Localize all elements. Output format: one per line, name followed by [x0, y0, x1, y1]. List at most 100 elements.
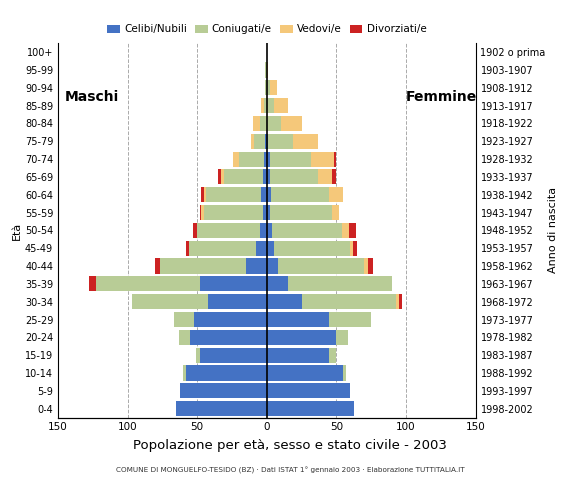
Bar: [267, 80, 270, 96]
Bar: [224, 169, 263, 184]
Bar: [239, 152, 264, 167]
Bar: [252, 134, 254, 149]
Legend: Celibi/Nubili, Coniugati/e, Vedovi/e, Divorziati/e: Celibi/Nubili, Coniugati/e, Vedovi/e, Di…: [103, 20, 430, 39]
Bar: [263, 169, 267, 184]
Bar: [200, 348, 267, 363]
Bar: [264, 98, 267, 113]
Bar: [278, 258, 364, 274]
Bar: [204, 205, 263, 220]
Bar: [201, 205, 204, 220]
Bar: [96, 276, 200, 291]
Bar: [189, 240, 256, 256]
Bar: [221, 169, 224, 184]
Bar: [329, 312, 371, 327]
Bar: [267, 98, 274, 113]
Bar: [253, 116, 260, 131]
Bar: [200, 276, 267, 291]
Bar: [186, 365, 267, 381]
Bar: [267, 205, 270, 220]
Bar: [274, 240, 350, 256]
Bar: [267, 294, 302, 309]
Bar: [281, 116, 302, 131]
Bar: [183, 365, 186, 381]
Bar: [266, 134, 267, 149]
Bar: [267, 383, 350, 398]
Bar: [318, 169, 332, 184]
Bar: [267, 330, 336, 345]
Bar: [190, 330, 267, 345]
Bar: [196, 348, 200, 363]
Bar: [261, 187, 267, 203]
Bar: [329, 348, 336, 363]
Bar: [160, 258, 246, 274]
Bar: [349, 223, 356, 238]
Bar: [342, 223, 349, 238]
Bar: [89, 276, 96, 291]
Bar: [267, 62, 268, 78]
Bar: [197, 223, 260, 238]
Bar: [194, 312, 267, 327]
Bar: [267, 169, 270, 184]
Bar: [267, 240, 274, 256]
Bar: [274, 98, 288, 113]
Bar: [364, 258, 368, 274]
Bar: [246, 258, 267, 274]
Bar: [193, 223, 197, 238]
Bar: [204, 187, 205, 203]
Text: Popolazione per età, sesso e stato civile - 2003: Popolazione per età, sesso e stato civil…: [133, 439, 447, 452]
Bar: [267, 312, 329, 327]
Bar: [267, 401, 354, 416]
Bar: [270, 205, 332, 220]
Text: Femmine: Femmine: [406, 90, 477, 104]
Text: COMUNE DI MONGUELFO-TESIDO (BZ) · Dati ISTAT 1° gennaio 2003 · Elaborazione TUTT: COMUNE DI MONGUELFO-TESIDO (BZ) · Dati I…: [115, 467, 465, 474]
Bar: [201, 187, 204, 203]
Bar: [267, 116, 281, 131]
Bar: [200, 205, 201, 220]
Bar: [256, 240, 267, 256]
Bar: [270, 169, 318, 184]
Bar: [208, 294, 267, 309]
Bar: [267, 348, 329, 363]
Bar: [254, 134, 266, 149]
Bar: [353, 240, 357, 256]
Bar: [396, 294, 399, 309]
Bar: [186, 240, 189, 256]
Bar: [267, 134, 268, 149]
Bar: [267, 365, 343, 381]
Bar: [368, 258, 372, 274]
Bar: [173, 312, 194, 327]
Bar: [205, 187, 261, 203]
Bar: [270, 152, 311, 167]
Bar: [311, 152, 334, 167]
Bar: [271, 187, 329, 203]
Bar: [267, 152, 270, 167]
Bar: [260, 116, 267, 131]
Bar: [233, 152, 239, 167]
Bar: [266, 62, 267, 78]
Bar: [399, 294, 402, 309]
Bar: [288, 276, 392, 291]
Bar: [302, 294, 396, 309]
Y-axis label: Anno di nascita: Anno di nascita: [549, 187, 559, 274]
Bar: [268, 134, 293, 149]
Bar: [260, 223, 267, 238]
Bar: [267, 223, 273, 238]
Y-axis label: Età: Età: [12, 221, 22, 240]
Bar: [336, 330, 347, 345]
Bar: [266, 80, 267, 96]
Bar: [293, 134, 318, 149]
Bar: [179, 330, 190, 345]
Bar: [332, 205, 339, 220]
Bar: [155, 258, 160, 274]
Bar: [176, 401, 267, 416]
Bar: [264, 152, 267, 167]
Bar: [218, 169, 221, 184]
Bar: [267, 276, 288, 291]
Text: Maschi: Maschi: [65, 90, 119, 104]
Bar: [334, 152, 336, 167]
Bar: [343, 365, 346, 381]
Bar: [263, 205, 267, 220]
Bar: [267, 258, 278, 274]
Bar: [261, 98, 264, 113]
Bar: [132, 294, 208, 309]
